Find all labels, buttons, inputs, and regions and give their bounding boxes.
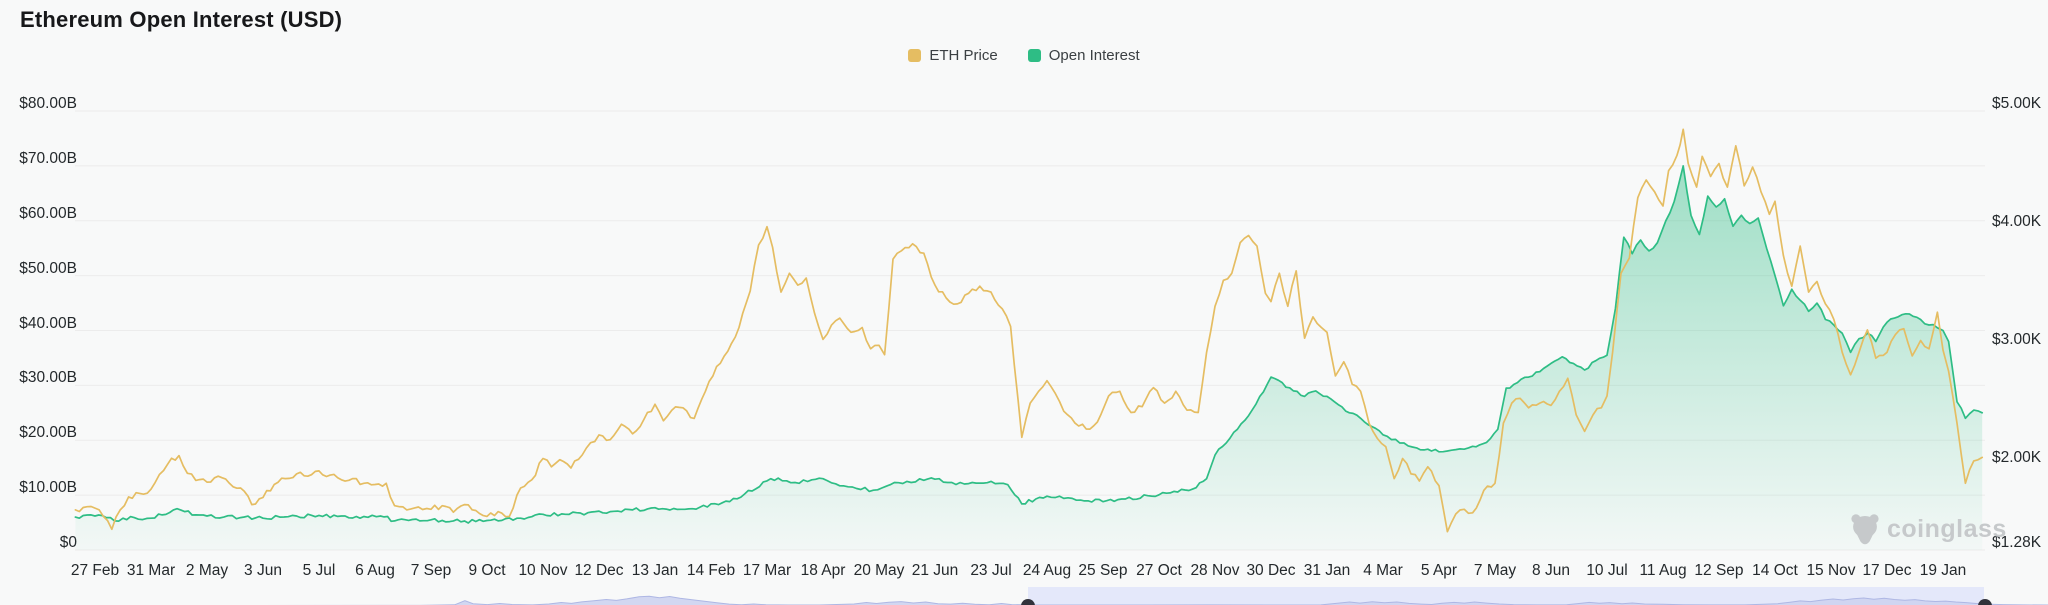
x-axis-tick-label: 12 Sep (1694, 562, 1744, 579)
legend-label-eth-price: ETH Price (929, 47, 998, 64)
x-axis-tick-label: 5 Apr (1420, 562, 1458, 579)
left-axis-tick-label: $80.00B (19, 95, 77, 112)
left-axis-tick-label: $0 (59, 534, 77, 551)
x-axis-tick-label: 13 Jan (631, 562, 679, 579)
x-axis-tick-label: 11 Aug (1639, 562, 1687, 579)
chart-legend: ETH Price Open Interest (0, 47, 2048, 64)
x-axis-tick-label: 18 Apr (800, 562, 846, 579)
x-axis-tick-label: 14 Feb (686, 562, 736, 579)
x-axis-tick-label: 3 Jun (244, 562, 282, 579)
x-axis-tick-label: 31 Mar (126, 562, 176, 579)
left-axis-tick-label: $40.00B (19, 315, 77, 332)
x-axis-tick-label: 28 Nov (1190, 562, 1240, 579)
legend-label-open-interest: Open Interest (1048, 47, 1140, 64)
left-axis-tick-label: $10.00B (19, 479, 77, 496)
x-axis-tick-label: 17 Mar (742, 562, 792, 579)
x-axis-tick-label: 4 Mar (1363, 562, 1403, 579)
x-axis-tick-label: 21 Jun (911, 562, 959, 579)
open-interest-swatch-icon (1027, 49, 1041, 62)
x-axis-tick-label: 2 May (185, 562, 229, 579)
right-axis-tick-label: $5.00K (1992, 95, 2042, 112)
left-axis-tick-label: $50.00B (19, 260, 77, 277)
right-axis-tick-label: $4.00K (1992, 213, 2042, 230)
left-axis-tick-label: $20.00B (19, 424, 77, 441)
x-axis-tick-label: 14 Oct (1752, 562, 1798, 579)
legend-item-open-interest[interactable]: Open Interest (1027, 47, 1140, 64)
x-axis-tick-label: 27 Feb (70, 562, 120, 579)
eth-price-swatch-icon (908, 49, 922, 62)
x-axis-tick-label: 12 Dec (574, 562, 624, 579)
left-axis-tick-label: $30.00B (19, 369, 77, 386)
right-axis-tick-label: $3.00K (1992, 331, 2042, 348)
x-axis-tick-label: 23 Jul (970, 562, 1012, 579)
right-axis-tick-label: $2.00K (1992, 449, 2042, 466)
chart-plot-area[interactable] (75, 104, 1985, 556)
x-axis-tick-label: 17 Dec (1862, 562, 1912, 579)
x-axis-tick-label: 27 Oct (1136, 562, 1182, 579)
x-axis-tick-label: 25 Sep (1078, 562, 1128, 579)
x-axis-tick-label: 8 Jun (1532, 562, 1570, 579)
x-axis-tick-label: 31 Jan (1303, 562, 1351, 579)
x-axis-tick-label: 10 Jul (1586, 562, 1628, 579)
left-axis-tick-label: $70.00B (19, 150, 77, 167)
navigator-selected-region[interactable] (1028, 587, 1984, 605)
x-axis-tick-label: 7 Sep (410, 562, 452, 579)
x-axis-tick-label: 15 Nov (1806, 562, 1856, 579)
x-axis-tick-label: 9 Oct (468, 562, 506, 579)
x-axis-tick-label: 30 Dec (1246, 562, 1296, 579)
x-axis-tick-label: 10 Nov (518, 562, 568, 579)
x-axis-tick-label: 24 Aug (1022, 562, 1072, 579)
left-axis-tick-label: $60.00B (19, 205, 77, 222)
right-axis-tick-label: $1.28K (1992, 534, 2042, 551)
x-axis-tick-label: 20 May (853, 562, 905, 579)
legend-item-eth-price[interactable]: ETH Price (908, 47, 998, 64)
x-axis-tick-label: 7 May (1473, 562, 1517, 579)
page-title: Ethereum Open Interest (USD) (20, 7, 343, 32)
x-axis-tick-label: 5 Jul (302, 562, 336, 579)
x-axis-tick-label: 6 Aug (355, 562, 395, 579)
x-axis-tick-label: 19 Jan (1919, 562, 1967, 579)
